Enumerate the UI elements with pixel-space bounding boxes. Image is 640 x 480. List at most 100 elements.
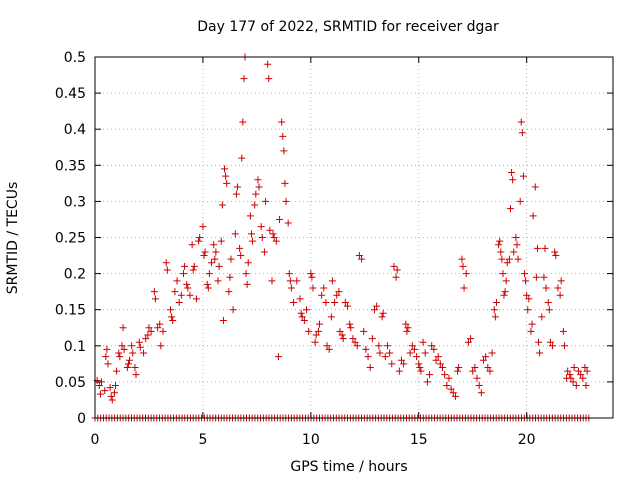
gridlines <box>95 57 613 418</box>
data-point <box>236 244 244 252</box>
data-point <box>415 360 423 368</box>
data-point <box>351 338 359 346</box>
data-point <box>298 313 306 321</box>
data-point <box>183 280 191 288</box>
y-tick-label: 0.3 <box>64 194 86 210</box>
data-point <box>502 277 510 285</box>
data-point <box>488 349 496 357</box>
data-point <box>107 392 115 400</box>
data-point <box>252 190 260 198</box>
data-point <box>417 367 425 375</box>
y-tick-label: 0.5 <box>64 50 86 66</box>
data-point <box>524 306 532 314</box>
data-point <box>181 262 189 270</box>
data-point <box>210 241 218 249</box>
data-point <box>169 317 177 325</box>
data-point <box>336 327 344 335</box>
data-point <box>514 255 522 263</box>
data-point <box>467 335 475 343</box>
data-point <box>264 60 272 68</box>
y-tick-label: 0.05 <box>55 375 86 391</box>
data-point <box>237 252 245 260</box>
data-point <box>272 237 280 245</box>
y-tick-label: 0.35 <box>55 158 86 174</box>
data-point <box>199 223 207 231</box>
data-point <box>375 342 383 350</box>
data-point <box>527 327 535 335</box>
data-point <box>308 273 316 281</box>
y-tick-labels: 0 0.05 0.1 0.15 0.2 0.25 0.3 0.35 0.4 0.45 0.5 <box>55 50 86 427</box>
data-point <box>201 248 209 256</box>
data-point <box>542 284 550 292</box>
data-point <box>126 356 134 364</box>
data-point <box>223 179 231 187</box>
data-point <box>338 331 346 339</box>
data-point <box>531 183 539 191</box>
data-point <box>95 382 103 390</box>
data-point <box>140 349 148 357</box>
data-point <box>477 389 485 397</box>
data-point <box>360 327 368 335</box>
data-point <box>458 255 466 263</box>
data-point <box>459 262 467 270</box>
data-point <box>233 183 241 191</box>
data-point <box>123 363 131 371</box>
data-point <box>355 252 363 260</box>
data-point <box>346 320 354 328</box>
data-point <box>404 324 412 332</box>
data-point <box>362 345 370 353</box>
data-point <box>162 259 170 267</box>
data-point <box>497 248 505 256</box>
data-point <box>434 353 442 361</box>
data-point <box>516 197 524 205</box>
data-point <box>247 230 255 238</box>
data-point <box>255 183 263 191</box>
data-point <box>579 374 587 382</box>
data-point <box>490 306 498 314</box>
data-point <box>368 335 376 343</box>
data-point <box>349 335 357 343</box>
data-point <box>549 342 557 350</box>
data-point <box>96 390 104 398</box>
data-point <box>455 363 463 371</box>
data-point <box>495 241 503 249</box>
data-point <box>297 309 305 317</box>
data-point <box>218 201 226 209</box>
data-point <box>226 273 234 281</box>
data-point <box>378 313 386 321</box>
data-point <box>154 324 162 332</box>
data-point <box>392 273 400 281</box>
data-point <box>322 298 330 306</box>
data-point <box>421 349 429 357</box>
data-point <box>186 291 194 299</box>
data-point <box>184 284 192 292</box>
data-point <box>471 363 479 371</box>
data-point <box>344 302 352 310</box>
data-point <box>564 367 572 375</box>
data-point <box>419 338 427 346</box>
y-tick-label: 0.1 <box>64 339 86 355</box>
data-point <box>496 237 504 245</box>
y-tick-label: 0.4 <box>64 122 86 138</box>
data-point <box>386 349 394 357</box>
data-point <box>129 349 137 357</box>
data-point <box>227 255 235 263</box>
data-point <box>331 298 339 306</box>
data-point <box>244 259 252 267</box>
data-point <box>203 280 211 288</box>
data-point <box>303 306 311 314</box>
data-point <box>156 320 164 328</box>
data-point <box>566 371 574 379</box>
data-point <box>171 288 179 296</box>
data-point <box>242 270 250 278</box>
data-point <box>265 75 273 83</box>
data-point <box>406 349 414 357</box>
data-point <box>315 320 323 328</box>
data-point <box>572 382 580 390</box>
x-tick-label: 15 <box>410 432 428 448</box>
data-point <box>142 335 150 343</box>
data-point <box>320 284 328 292</box>
data-point <box>376 349 384 357</box>
x-axis-label: GPS time / hours <box>290 459 407 475</box>
data-point <box>309 284 317 292</box>
